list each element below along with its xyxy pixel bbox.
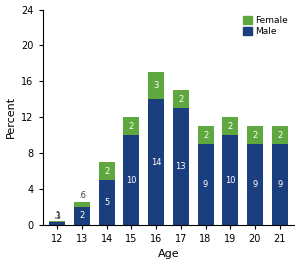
Text: .1: .1 [53,211,61,220]
Text: 2: 2 [277,131,282,140]
Text: 2: 2 [80,211,85,220]
Y-axis label: Percent: Percent [6,96,16,138]
Text: 5: 5 [104,198,110,207]
Text: 2: 2 [203,131,208,140]
Bar [74,202,90,207]
Text: 2: 2 [228,122,233,131]
Bar [222,135,238,225]
X-axis label: Age: Age [158,249,179,259]
Text: 9: 9 [203,180,208,189]
Bar [99,162,115,180]
Bar [49,221,65,222]
Bar [173,90,189,108]
Bar [123,117,140,135]
Text: 13: 13 [176,162,186,171]
Bar [173,108,189,225]
Text: .3: .3 [53,212,61,221]
Bar [197,126,214,144]
Bar [272,144,288,225]
Text: 3: 3 [153,81,159,90]
Text: 10: 10 [126,175,137,184]
Bar [123,135,140,225]
Text: 2: 2 [129,122,134,131]
Bar [197,144,214,225]
Text: .6: .6 [78,191,86,200]
Bar [99,180,115,225]
Text: 2: 2 [252,131,258,140]
Bar [148,72,164,99]
Text: 9: 9 [277,180,282,189]
Bar [247,126,263,144]
Text: 10: 10 [225,175,236,184]
Text: 9: 9 [252,180,258,189]
Bar [222,117,238,135]
Bar [49,222,65,225]
Legend: Female, Male: Female, Male [241,14,290,38]
Text: 2: 2 [104,166,110,175]
Text: 14: 14 [151,158,161,167]
Bar [148,99,164,225]
Bar [247,144,263,225]
Bar [272,126,288,144]
Bar [74,207,90,225]
Text: 2: 2 [178,95,184,104]
